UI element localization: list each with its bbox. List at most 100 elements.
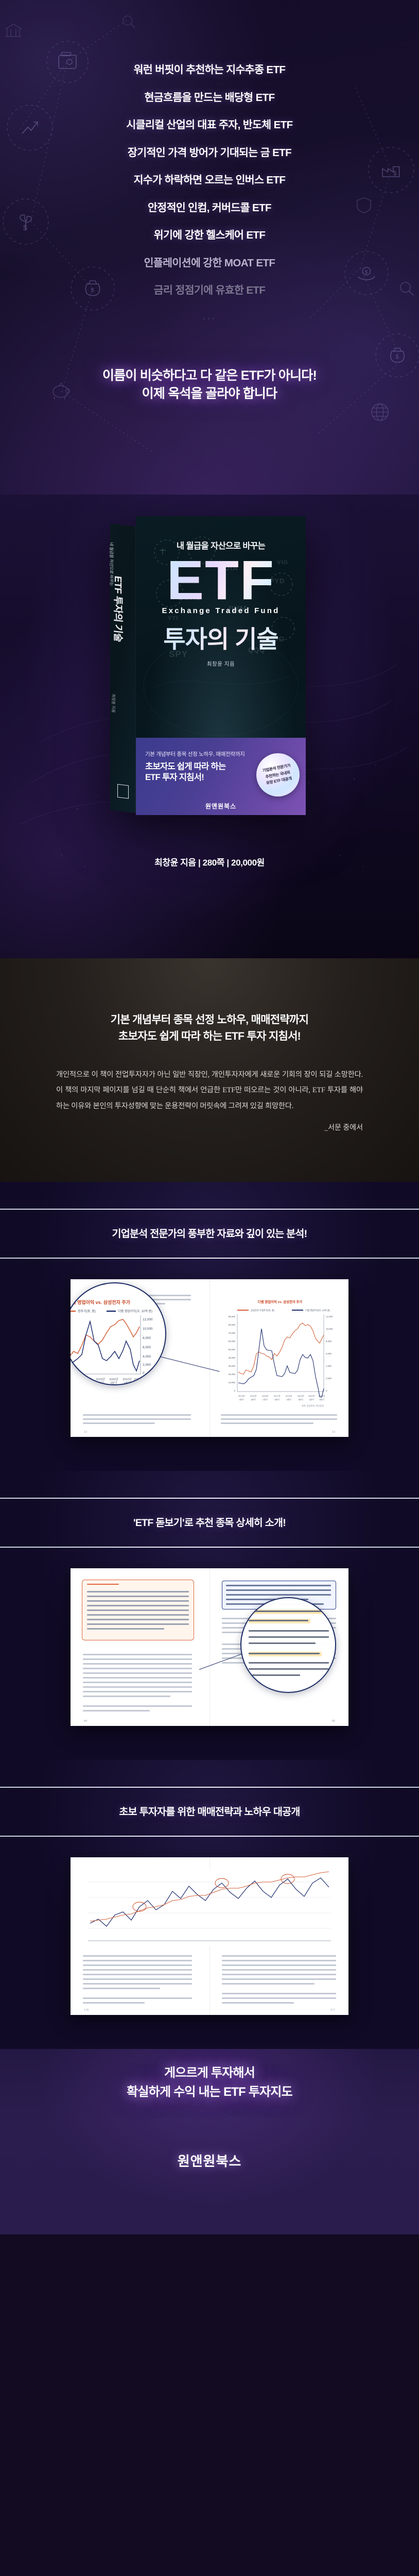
feature-label-etf-zoom: 'ETF 돋보기'로 추천 종목 상세히 소개! xyxy=(133,1517,286,1529)
svg-text:3분기: 3분기 xyxy=(135,1381,142,1385)
obi-line-2: 초보자도 쉽게 따라 하는 ETF 투자 지침서! xyxy=(136,758,306,784)
svg-text:8,000: 8,000 xyxy=(143,1336,151,1340)
obi-line-2a: 초보자도 쉽게 따라 하는 xyxy=(145,762,226,771)
etf-theme-item: 위기에 강한 헬스케어 ETF xyxy=(153,229,266,241)
svg-text:3분기: 3분기 xyxy=(298,1398,303,1401)
svg-text:8,000: 8,000 xyxy=(326,1340,332,1343)
svg-text:10,000: 10,000 xyxy=(326,1328,333,1330)
svg-text:2020년: 2020년 xyxy=(109,1377,118,1381)
etf-theme-item: 인플레이션에 강한 MOAT ETF xyxy=(144,257,275,269)
intro-section: 기본 개념부터 종목 선정 노하우, 매매전략까지 초보자도 쉽게 따라 하는 … xyxy=(0,958,419,1182)
cover-main-title: 투자의 기술 xyxy=(136,619,306,655)
outro-line-1: 게으르게 투자해서 xyxy=(164,2065,255,2080)
preview-magnifier-2 xyxy=(240,1597,336,1693)
book-front-cover: DIA SPYD SCHD IWM SPY VOO QQQ VIG VTI xyxy=(136,516,306,815)
hero-claim-line-1: 이름이 비슷하다고 다 같은 ETF가 아니다! xyxy=(102,368,317,383)
etf-theme-item: 워런 버핏이 추천하는 지수추종 ETF xyxy=(133,64,286,76)
intro-paragraph: 개인적으로 이 책이 전업투자자가 아닌 일반 직장인, 개인투자자에게 새로운… xyxy=(56,1071,363,1110)
svg-text:디램 영업이익(우, 10억 원): 디램 영업이익(우, 10억 원) xyxy=(118,1309,152,1313)
book-preview-spread-1: 디램 영업이익 vs. 삼성전자 주가 삼성전자 수정주가(좌, 원) 디램 영… xyxy=(71,1279,348,1437)
cover-top-copy: 내 월급을 자산으로 바꾸는 xyxy=(176,541,266,551)
cover-etf-wordmark: ETF xyxy=(136,552,306,607)
preview-page-number-left: 176 xyxy=(84,2008,89,2012)
outro-section: 게으르게 투자해서 확실하게 수익 내는 ETF 투자지도 원앤원북스 xyxy=(0,2048,419,2234)
svg-text:0: 0 xyxy=(326,1389,327,1392)
obi-line-2b: ETF 투자 지침서! xyxy=(145,773,204,783)
svg-text:정주가(좌, 원): 정주가(좌, 원) xyxy=(78,1309,96,1313)
feature-section-analysis: 기업분석 전문가의 풍부한 자료와 깊이 있는 분석! 디램 영업이익 vs. … xyxy=(0,1182,419,1471)
divider-rule-bottom xyxy=(0,1257,419,1259)
svg-text:80,000: 80,000 xyxy=(229,1324,236,1326)
intro-heading-line-2: 초보자도 쉽게 따라 하는 ETF 투자 지침서! xyxy=(118,1030,301,1042)
ticker-watermarks: DIA SPYD SCHD IWM SPY VOO QQQ VIG VTI xyxy=(168,560,288,659)
feature-section-etf-zoom: 'ETF 돋보기'로 추천 종목 상세히 소개! xyxy=(0,1471,419,1760)
svg-text:10,000: 10,000 xyxy=(229,1381,236,1384)
feature-label-strategy: 초보 투자자를 위한 매매전략과 노하우 대공개 xyxy=(119,1806,300,1818)
svg-text:60,000: 60,000 xyxy=(229,1340,236,1343)
svg-text:3분기: 3분기 xyxy=(83,1381,90,1385)
book-preview-spread-3: 176 177 xyxy=(71,1857,348,2015)
divider-rule-bottom xyxy=(0,1835,419,1837)
svg-text:1분기: 1분기 xyxy=(239,1398,244,1401)
svg-text:10,000: 10,000 xyxy=(143,1327,153,1331)
svg-text:2016년: 2016년 xyxy=(262,1394,269,1397)
ellipsis-text: ··· xyxy=(203,313,216,323)
svg-text:1분기: 1분기 xyxy=(286,1398,291,1401)
divider-rule-top xyxy=(0,1786,419,1788)
svg-text:2019년: 2019년 xyxy=(286,1394,292,1397)
book-meta-line: 최창윤 지음 | 280쪽 | 20,000원 xyxy=(154,858,265,868)
svg-text:90,000: 90,000 xyxy=(229,1315,236,1318)
svg-text:20,000: 20,000 xyxy=(229,1373,236,1376)
svg-text:3분기: 3분기 xyxy=(319,1398,324,1401)
book-spine: 내 월급을 자산으로 바꾸는 ETF 투자의 기술 최창윤 지음 xyxy=(109,523,136,814)
feature-section-strategy: 초보 투자자를 위한 매매전략과 노하우 대공개 xyxy=(0,1760,419,2049)
svg-text:2023년: 2023년 xyxy=(319,1394,325,1397)
spine-author: 최창윤 지음 xyxy=(111,693,116,713)
svg-text:12,000: 12,000 xyxy=(143,1318,153,1321)
book-3d: 내 월급을 자산으로 바꾸는 ETF 투자의 기술 최창윤 지음 DIA SPY… xyxy=(109,516,306,815)
divider-rule-top xyxy=(0,1208,419,1210)
svg-text:2022년: 2022년 xyxy=(308,1394,315,1397)
svg-text:2019년: 2019년 xyxy=(96,1377,105,1381)
svg-text:2017년: 2017년 xyxy=(82,1377,92,1381)
hero-claim: 이름이 비슷하다고 다 같은 ETF가 아니다! 이제 옥석을 골라야 합니다 xyxy=(0,367,419,403)
svg-text:2,000: 2,000 xyxy=(326,1377,332,1380)
svg-text:2023년: 2023년 xyxy=(134,1377,143,1381)
svg-text:30,000: 30,000 xyxy=(229,1365,236,1367)
svg-text:2,000: 2,000 xyxy=(143,1363,151,1367)
svg-text:2016년: 2016년 xyxy=(71,1377,78,1381)
hero-section: $ $ $ xyxy=(0,0,419,495)
etf-theme-item: 장기적인 가격 방어가 기대되는 금 ETF xyxy=(127,146,292,159)
etf-theme-item: 지수가 하락하면 오르는 인버스 ETF xyxy=(133,174,286,186)
intro-heading: 기본 개념부터 종목 선정 노하우, 매매전략까지 초보자도 쉽게 따라 하는 … xyxy=(0,1012,419,1044)
svg-text:3분기: 3분기 xyxy=(274,1398,280,1401)
svg-text:2014년: 2014년 xyxy=(250,1394,257,1397)
outro-line-2: 확실하게 수익 내는 ETF 투자지도 xyxy=(127,2085,293,2099)
cover-icon-rings xyxy=(143,536,299,736)
svg-text:50,000: 50,000 xyxy=(229,1348,236,1351)
svg-text:3분기: 3분기 xyxy=(110,1381,117,1385)
svg-text:자료: 삼성전자, 하나증권: 자료: 삼성전자, 하나증권 xyxy=(302,1404,324,1408)
spine-publisher-mark xyxy=(117,784,129,799)
preview-page-number-right: 13 xyxy=(331,1430,335,1434)
publisher-logo: 원앤원북스 xyxy=(177,2154,242,2170)
etf-theme-item: 안정적인 인컴, 커버드콜 ETF xyxy=(148,201,272,214)
svg-text:1분기: 1분기 xyxy=(124,1381,130,1385)
svg-text:70,000: 70,000 xyxy=(229,1332,236,1334)
divider-rule-bottom xyxy=(0,1546,419,1548)
book-cover-section: 내 월급을 자산으로 바꾸는 ETF 투자의 기술 최창윤 지음 DIA SPY… xyxy=(0,495,419,958)
svg-text:2013년: 2013년 xyxy=(238,1394,245,1397)
svg-text:디램 영업이익(우, 10억 원): 디램 영업이익(우, 10억 원) xyxy=(305,1309,330,1312)
divider-rule-top xyxy=(0,1497,419,1499)
svg-text:1분기: 1분기 xyxy=(309,1398,314,1401)
preview-magnifier-1: 디램 영업이익 vs. 삼성전자 주가 정주가(좌, 원) 디램 영업이익(우,… xyxy=(71,1282,166,1385)
svg-text:2020년: 2020년 xyxy=(298,1394,304,1397)
cover-badge-text: 기업분석 전문가가 추천하는 국내외 유망 ETF 대공개 xyxy=(262,762,293,787)
preview-page-number-left: 84 xyxy=(84,1719,88,1723)
cover-publisher-logo: 원앤원북스 xyxy=(205,803,237,810)
hero-claim-line-2: 이제 옥석을 골라야 합니다 xyxy=(142,386,277,401)
book-preview-spread-2: 84 85 xyxy=(71,1568,348,1726)
etf-theme-item: 시클리컬 산업의 대표 주자, 반도체 ETF xyxy=(126,119,293,131)
preview-chart-strategy xyxy=(88,1868,331,1946)
svg-text:0: 0 xyxy=(143,1371,145,1375)
